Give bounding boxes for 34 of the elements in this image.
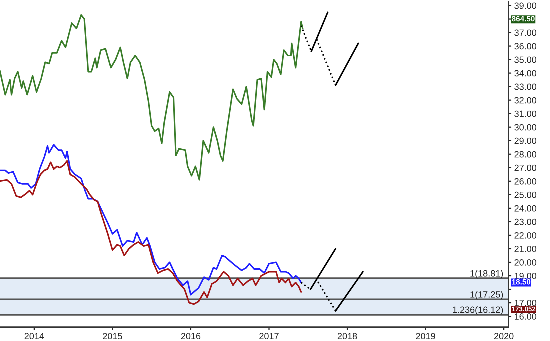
x-tick-label: 2020 bbox=[494, 333, 514, 340]
x-tick-label: 2014 bbox=[24, 333, 44, 340]
y-tick-label: 23.00 bbox=[514, 218, 537, 226]
line-series bbox=[0, 144, 302, 296]
x-tick-label: 2016 bbox=[181, 333, 201, 340]
y-tick-label: 29.00 bbox=[514, 138, 537, 144]
y-tick-label: 24.00 bbox=[514, 205, 537, 212]
x-tick-label: 2019 bbox=[416, 333, 436, 340]
y-tick-label: 34.00 bbox=[514, 70, 537, 77]
y-tick-label: 25.00 bbox=[514, 192, 537, 198]
y-tick-label: 28.00 bbox=[514, 151, 537, 158]
y-tick-label: 26.00 bbox=[514, 178, 537, 185]
x-tick-label: 2017 bbox=[260, 333, 279, 340]
y-tick-label: 22.00 bbox=[514, 232, 537, 239]
y-tick-label: 37.00 bbox=[514, 30, 537, 36]
y-tick-label: 30.00 bbox=[514, 124, 537, 131]
y-tick-label: 36.00 bbox=[514, 43, 537, 50]
y-tick-label: 32.00 bbox=[514, 97, 537, 104]
x-tick-label: 2015 bbox=[103, 333, 122, 340]
y-tick-label: 31.00 bbox=[514, 110, 537, 118]
y-tick-label: 21.00 bbox=[514, 246, 537, 252]
y-tick-label: 17.00 bbox=[514, 300, 537, 306]
y-tick-label: 27.00 bbox=[514, 164, 537, 172]
y-tick-label: 33.00 bbox=[514, 84, 537, 90]
y-tick-label: 35.00 bbox=[514, 56, 537, 64]
y-tick-label: 39.00 bbox=[514, 2, 537, 10]
ref-line-label: 1(18.81) bbox=[470, 270, 504, 279]
ref-line-label: 1(17.25) bbox=[470, 291, 504, 300]
y-tick-label: 20.00 bbox=[514, 259, 537, 266]
line-series bbox=[0, 160, 302, 306]
line-series bbox=[0, 14, 304, 181]
ref-line-label: 1.236(16.12) bbox=[453, 306, 504, 315]
y-tick-label: 16.00 bbox=[514, 314, 537, 320]
x-tick-label: 2018 bbox=[338, 333, 358, 340]
